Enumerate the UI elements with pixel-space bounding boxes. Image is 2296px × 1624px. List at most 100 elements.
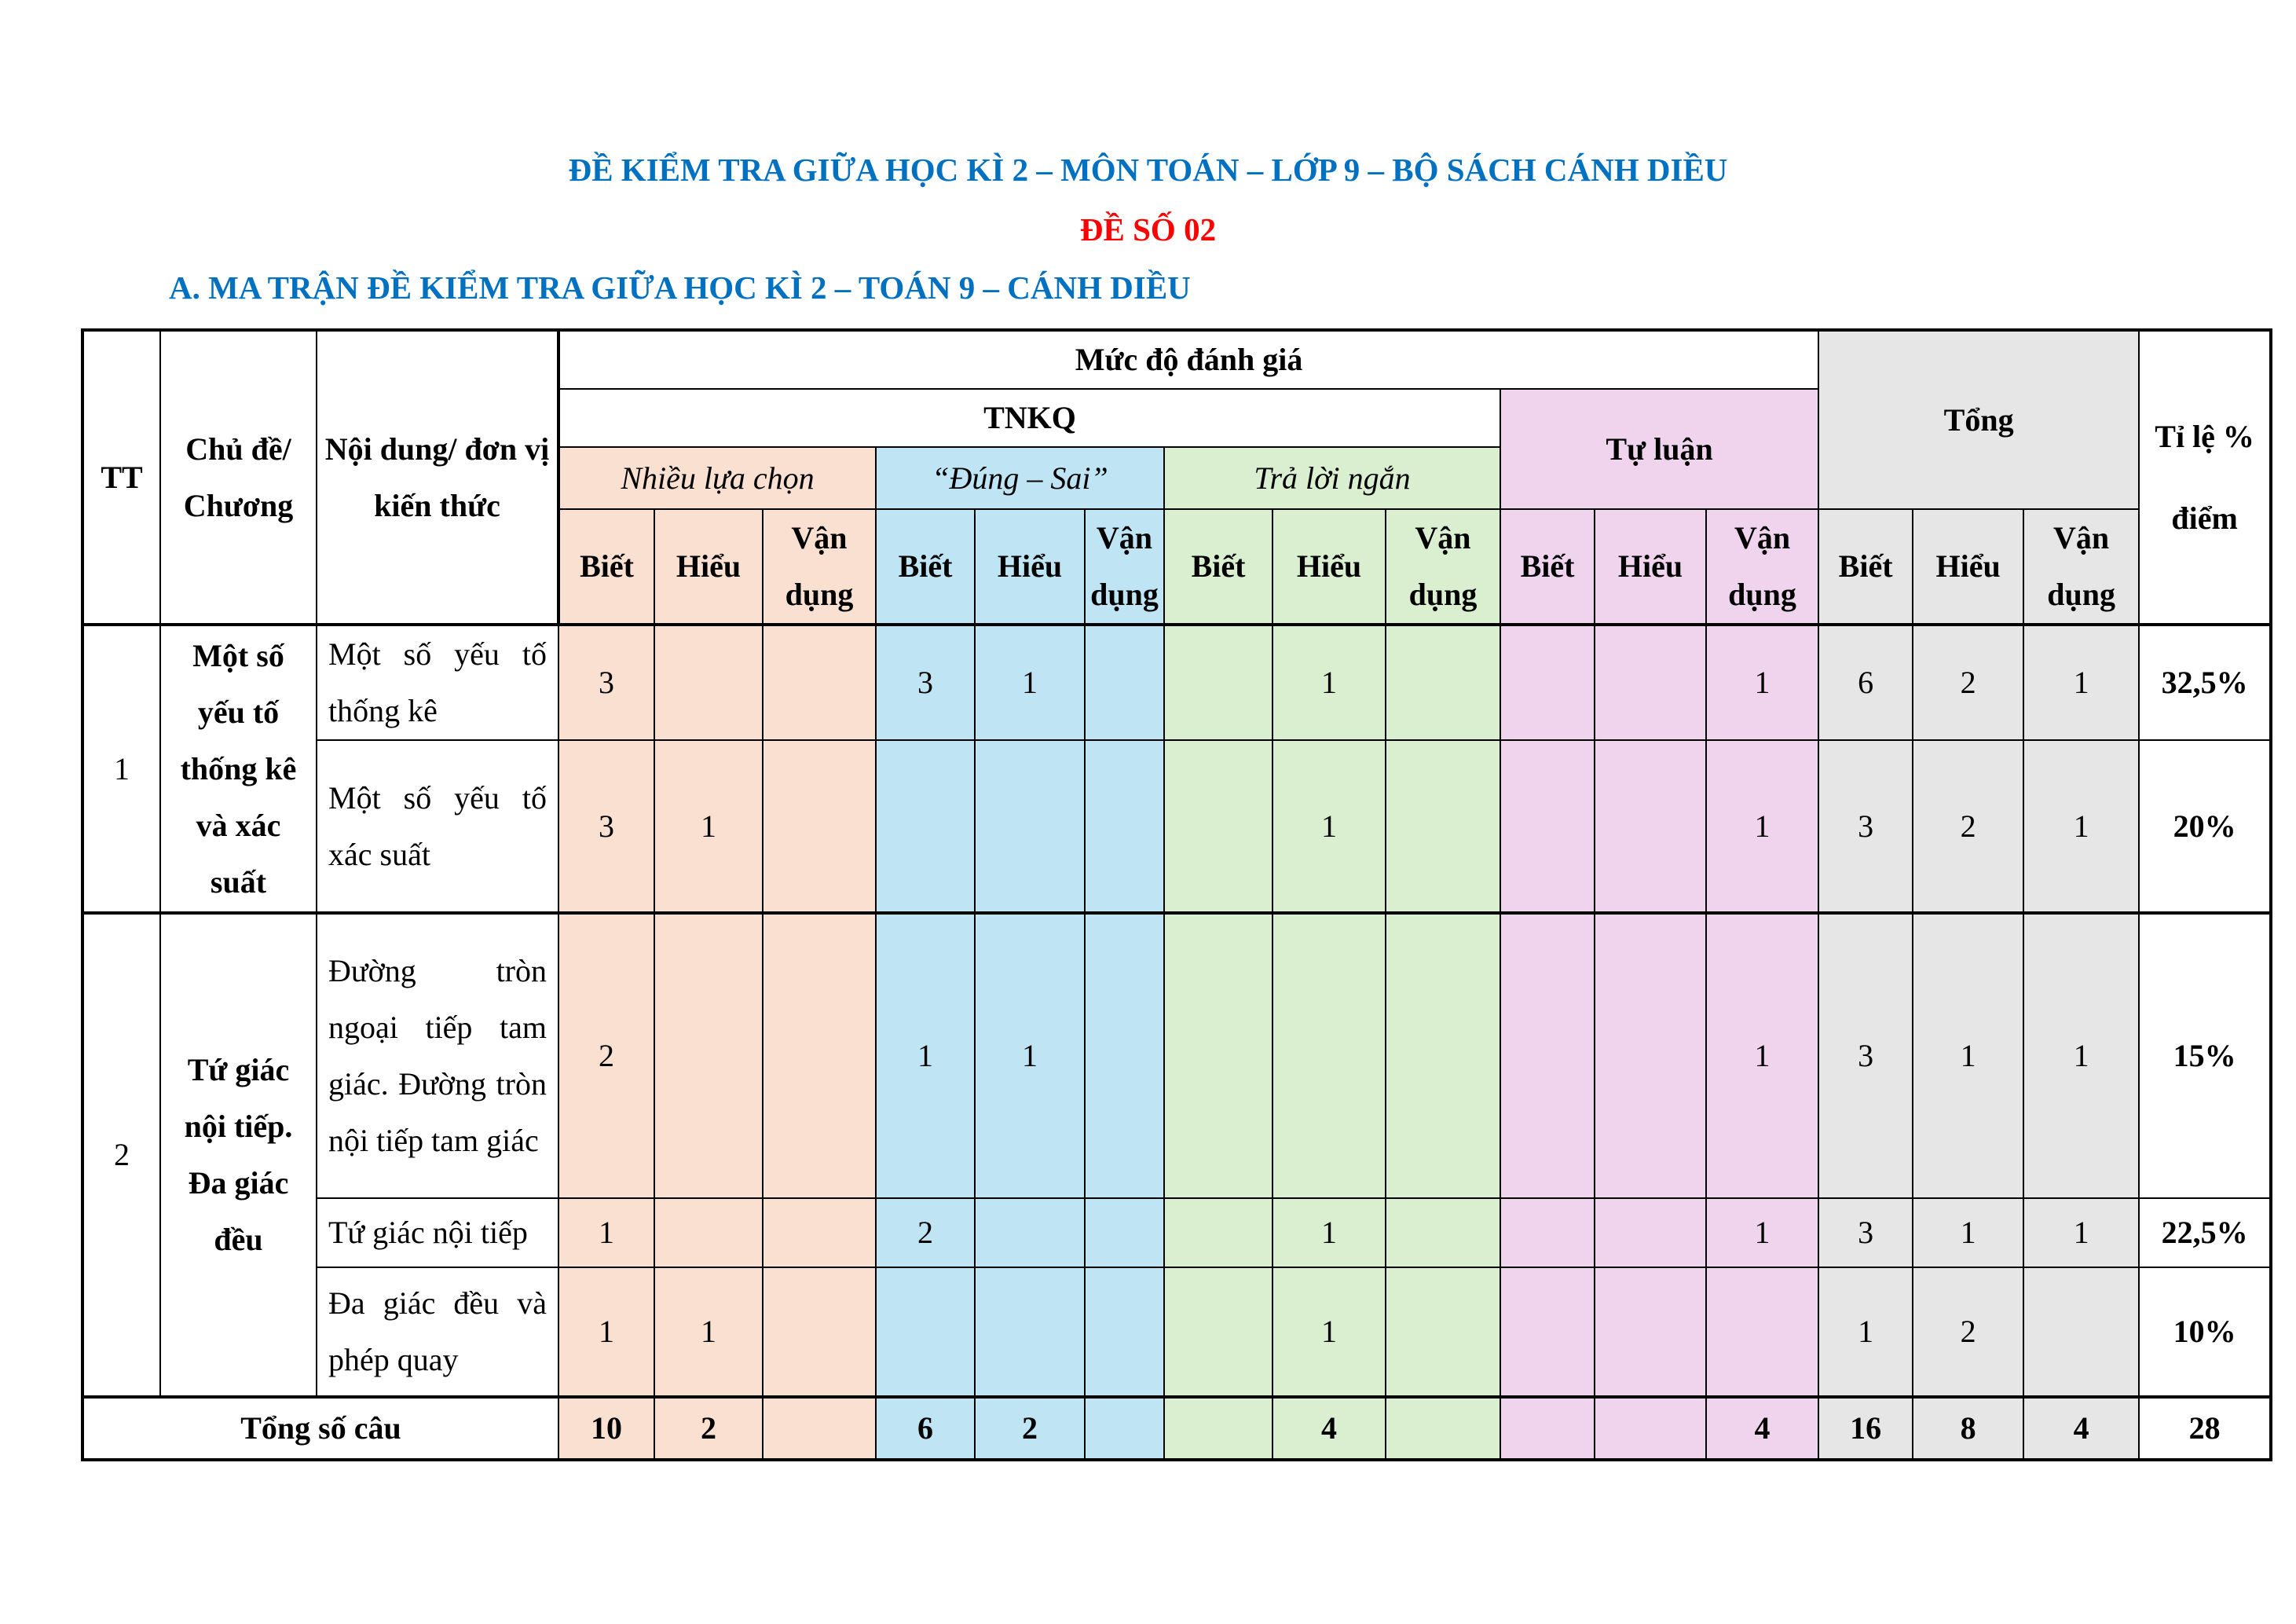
matrix-cell: 1 (2023, 911, 2140, 1199)
matrix-cell: 2 (1912, 739, 2025, 914)
level-header-van-dung: Vận dụng (1084, 508, 1165, 626)
matrix-cell (1084, 911, 1165, 1199)
level-header-van-dung: Vận dụng (1385, 508, 1501, 626)
document-title: ĐỀ KIỂM TRA GIỮA HỌC KÌ 2 – MÔN TOÁN – L… (568, 152, 1728, 188)
level-header-biet: Biết (1163, 508, 1273, 626)
matrix-cell: 1 (558, 1267, 655, 1398)
matrix-cell: 1 (654, 1267, 764, 1398)
total-row: Tổng số câu 10 2 6 2 4 4 16 8 4 28 (82, 1395, 2272, 1461)
matrix-cell: 4 (2023, 1395, 2140, 1461)
matrix-cell (974, 1267, 1086, 1398)
col-header-ti-le: Tỉ lệ % điểm (2138, 329, 2272, 626)
matrix-cell: 1 (1705, 624, 1820, 741)
matrix-cell (762, 624, 877, 741)
matrix-cell (974, 1197, 1086, 1268)
matrix-cell (1084, 1267, 1165, 1398)
percent-cell: 22,5% (2138, 1197, 2272, 1268)
matrix-cell (1500, 1267, 1595, 1398)
level-header-biet: Biết (557, 508, 655, 626)
col-header-nhieu-lua-chon: Nhiều lựa chọn (557, 446, 877, 510)
matrix-cell (1163, 624, 1273, 741)
topic-cell: Một số yếu tố thống kê và xác suất (159, 624, 317, 914)
matrix-cell: 1 (974, 911, 1086, 1199)
header-row-1: TT Chủ đề/ Chương Nội dung/ đơn vị kiến … (82, 329, 2272, 626)
matrix-cell (2023, 1267, 2140, 1398)
matrix-cell: 1 (1272, 739, 1386, 914)
total-label-cell: Tổng số câu (82, 1395, 559, 1461)
percent-cell: 32,5% (2138, 624, 2272, 741)
percent-cell: 20% (2138, 739, 2272, 914)
level-header-hieu: Hiểu (1272, 508, 1386, 626)
col-header-tra-loi-ngan: Trả lời ngắn (1163, 446, 1501, 510)
section-a-heading: A. MA TRẬN ĐỀ KIỂM TRA GIỮA HỌC KÌ 2 – T… (169, 269, 1191, 306)
matrix-cell (875, 739, 976, 914)
matrix-cell: 3 (1818, 739, 1914, 914)
matrix-cell (974, 739, 1086, 914)
item-name-cell: Một số yếu tố thống kê (316, 624, 559, 741)
matrix-cell (1385, 624, 1501, 741)
matrix-cell (1163, 1395, 1273, 1461)
col-header-muc-do-danh-gia: Mức độ đánh giá (556, 329, 1820, 390)
matrix-cell (762, 739, 877, 914)
matrix-cell (1385, 911, 1501, 1199)
level-header-hieu: Hiểu (974, 508, 1086, 626)
matrix-cell: 1 (1912, 911, 2025, 1199)
matrix-cell (1385, 1395, 1501, 1461)
matrix-cell: 2 (654, 1395, 764, 1461)
matrix-cell: 8 (1912, 1395, 2025, 1461)
matrix-cell (1500, 1395, 1595, 1461)
matrix-cell (1500, 624, 1595, 741)
matrix-cell (762, 1267, 877, 1398)
matrix-cell: 6 (1818, 624, 1914, 741)
header-row-4: Biết Hiểu Vận dụng Biết Hiểu Vận dụng Bi… (82, 508, 2271, 626)
matrix-cell: 1 (1705, 1197, 1820, 1268)
matrix-cell (1594, 624, 1707, 741)
matrix-cell: 4 (1705, 1395, 1820, 1461)
level-header-hieu: Hiểu (1912, 508, 2025, 626)
matrix-cell: 1 (1705, 911, 1820, 1199)
item-name-cell: Tứ giác nội tiếp (316, 1197, 559, 1268)
table-row: 1 Một số yếu tố thống kê và xác suất Một… (82, 624, 2272, 914)
col-header-tong: Tổng (1818, 329, 2140, 510)
matrix-cell: 2 (1912, 1267, 2025, 1398)
table-row: Đa giác đều và phép quay 1 1 1 1 2 10% (82, 1267, 2272, 1398)
item-name-cell: Một số yếu tố xác suất (316, 739, 559, 914)
matrix-cell (654, 1197, 764, 1268)
matrix-cell: 3 (1818, 911, 1914, 1199)
matrix-cell: 1 (974, 624, 1086, 741)
matrix-cell (1705, 1267, 1820, 1398)
level-header-van-dung: Vận dụng (762, 508, 877, 626)
matrix-cell: 3 (875, 624, 976, 741)
matrix-cell: 1 (1272, 624, 1386, 741)
level-header-hieu: Hiểu (654, 508, 764, 626)
col-header-chu-de: Chủ đề/ Chương (159, 329, 317, 626)
topic-cell: Tứ giác nội tiếp. Đa giác đều (159, 911, 317, 1398)
matrix-cell (1163, 739, 1273, 914)
matrix-cell: 10 (558, 1395, 655, 1461)
matrix-cell (875, 1267, 976, 1398)
percent-cell: 15% (2138, 911, 2272, 1199)
matrix-cell (1594, 1267, 1707, 1398)
matrix-cell: 1 (1912, 1197, 2025, 1268)
matrix-cell (1163, 1197, 1273, 1268)
matrix-cell: 3 (558, 739, 655, 914)
col-header-dung-sai: “Đúng – Sai” (875, 446, 1165, 510)
level-header-biet: Biết (1818, 508, 1914, 626)
table-row: 2 Tứ giác nội tiếp. Đa giác đều Đường tr… (82, 911, 2272, 1398)
total-count-cell: 28 (2138, 1395, 2272, 1461)
header-row-2: TNKQ Tự luận (82, 388, 2271, 510)
matrix-cell: 2 (875, 1197, 976, 1268)
col-header-tnkq: TNKQ (557, 388, 1501, 448)
matrix-cell (762, 911, 877, 1199)
exam-number-title: ĐỀ SỐ 02 (1079, 211, 1217, 247)
matrix-cell: 1 (1705, 739, 1820, 914)
matrix-cell (654, 624, 764, 741)
header-row-3: Nhiều lựa chọn “Đúng – Sai” Trả lời ngắn (82, 446, 2271, 510)
matrix-cell (1385, 739, 1501, 914)
matrix-cell (1084, 1395, 1165, 1461)
matrix-cell (1594, 1197, 1707, 1268)
col-header-tt: TT (82, 329, 161, 626)
matrix-cell (1163, 911, 1273, 1199)
tt-cell: 2 (82, 911, 161, 1398)
